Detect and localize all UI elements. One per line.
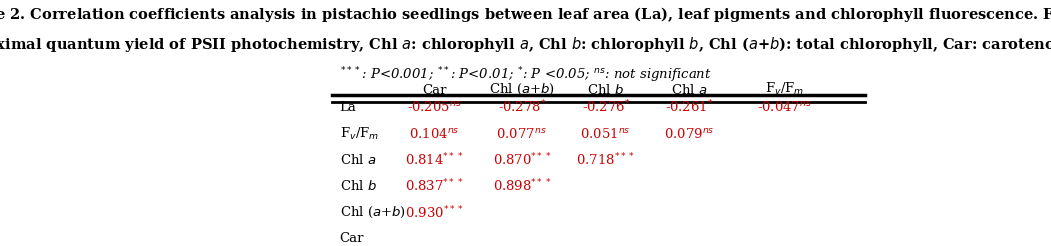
- Text: Table 2. Correlation coefficients analysis in pistachio seedlings between leaf a: Table 2. Correlation coefficients analys…: [0, 5, 1051, 24]
- Text: 0.814$^{***}$: 0.814$^{***}$: [405, 152, 463, 168]
- Text: 0.079$^{ns}$: 0.079$^{ns}$: [664, 127, 715, 141]
- Text: -0.261$^{*}$: -0.261$^{*}$: [665, 99, 714, 116]
- Text: Chl ($a$+$b$): Chl ($a$+$b$): [339, 205, 406, 220]
- Text: 0.077$^{ns}$: 0.077$^{ns}$: [496, 127, 548, 141]
- Text: F$_v$/F$_m$: F$_v$/F$_m$: [765, 81, 804, 97]
- Text: -0.276$^{*}$: -0.276$^{*}$: [581, 99, 630, 116]
- Text: -0.047$^{ns}$: -0.047$^{ns}$: [757, 100, 812, 114]
- Text: $^{***}$: P<0.001; $^{**}$: P<0.01; $^{*}$: P <0.05; $^{ns}$: not significant: $^{***}$: P<0.001; $^{**}$: P<0.01; $^{*…: [339, 65, 712, 85]
- Text: Car: Car: [339, 232, 364, 246]
- Text: Car: Car: [423, 84, 447, 97]
- Text: Chl $a$: Chl $a$: [339, 153, 376, 167]
- Text: Chl $b$: Chl $b$: [588, 83, 624, 97]
- Text: Chl $a$: Chl $a$: [672, 83, 707, 97]
- Text: Chl $b$: Chl $b$: [339, 179, 376, 193]
- Text: La: La: [339, 101, 356, 114]
- Text: F$_v$/F$_m$: F$_v$/F$_m$: [339, 126, 378, 142]
- Text: maximal quantum yield of PSII photochemistry, Chl $a$: chlorophyll $a$, Chl $b$:: maximal quantum yield of PSII photochemi…: [0, 35, 1051, 54]
- Text: -0.278$^{*}$: -0.278$^{*}$: [497, 99, 547, 116]
- Text: 0.718$^{***}$: 0.718$^{***}$: [576, 152, 635, 168]
- Text: Chl ($a$+$b$): Chl ($a$+$b$): [489, 82, 555, 97]
- Text: 0.930$^{***}$: 0.930$^{***}$: [405, 204, 463, 221]
- Text: -0.205$^{ns}$: -0.205$^{ns}$: [407, 100, 461, 114]
- Text: 0.104$^{ns}$: 0.104$^{ns}$: [409, 127, 459, 141]
- Text: 0.837$^{***}$: 0.837$^{***}$: [405, 178, 463, 195]
- Text: 0.051$^{ns}$: 0.051$^{ns}$: [580, 127, 631, 141]
- Text: 0.898$^{***}$: 0.898$^{***}$: [493, 178, 551, 195]
- Text: 0.870$^{***}$: 0.870$^{***}$: [493, 152, 551, 168]
